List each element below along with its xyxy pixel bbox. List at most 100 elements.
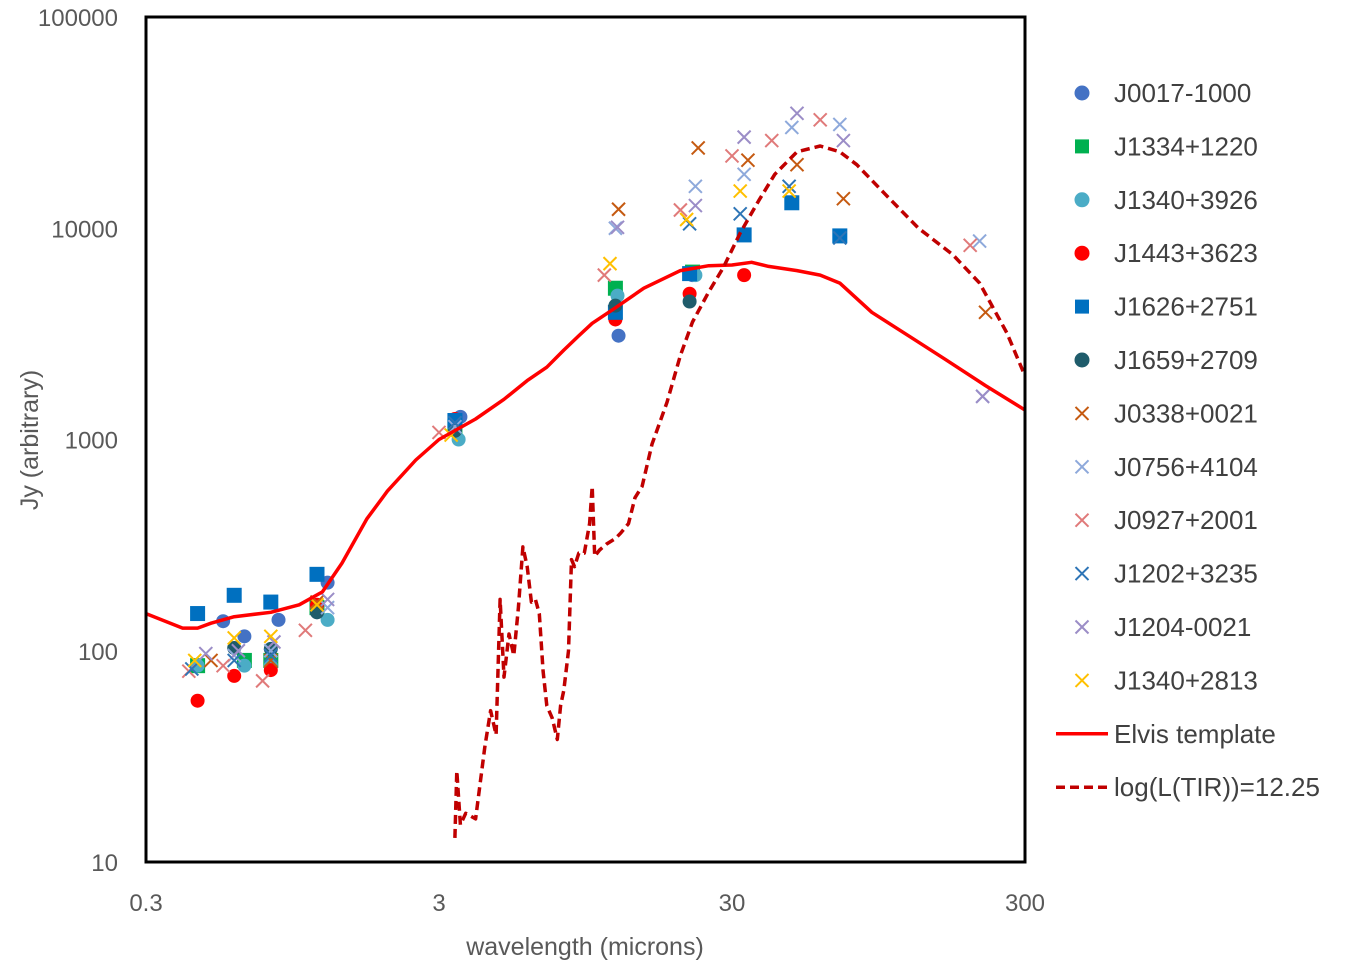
data-point [690,140,706,156]
legend-marker [1074,245,1090,261]
legend-marker [1074,192,1090,208]
data-point [611,328,626,343]
y-tick-label: 100000 [38,5,118,32]
legend-marker [1074,352,1090,368]
data-point [832,228,848,244]
data-point [215,658,231,673]
legend-item: J1204-0021 [1074,612,1251,642]
data-point [682,294,697,309]
data-point [263,629,279,644]
data-point [597,267,612,283]
data-point [789,106,805,121]
data-point [190,606,206,622]
legend: J0017-1000 J1334+1220 J1340+3926 J1443+3623… [1056,78,1320,802]
data-point [764,133,779,148]
data-point [309,597,325,613]
x-tick-label: 3 [432,890,445,917]
data-point [972,233,987,249]
data-point [187,653,202,668]
data-point [962,238,978,253]
legend-label: J1443+3623 [1114,238,1258,268]
data-point [263,594,279,610]
data-point [231,643,246,658]
data-point [975,389,990,404]
legend-item: J1202+3235 [1074,559,1258,589]
legend-marker [1075,299,1089,314]
axis-ticks: 0.3 3 30 300 10 100 1000 10000 100000 [38,5,1045,917]
legend-item: J1334+1220 [1075,131,1258,161]
legend-item: log(L(TIR))=12.25 [1056,772,1320,802]
x-axis-title: wavelength (microns) [465,933,704,961]
data-point [226,630,242,646]
data-point [812,112,828,128]
legend-label: J1202+3235 [1114,559,1258,589]
data-point [226,653,242,668]
legend-marker [1074,406,1090,421]
data-point [781,183,797,199]
data-point [610,220,625,235]
data-point [237,658,252,673]
data-point [736,227,752,243]
data-point [255,673,270,689]
legend-marker [1074,85,1090,101]
data-point [227,668,242,683]
data-point [602,256,618,271]
legend-label: Elvis template [1114,719,1276,749]
series-line-log-l-tir-12-25 [453,144,1025,838]
legend-item: J1659+2709 [1074,345,1258,375]
data-point [740,152,756,168]
legend-label: J1340+2813 [1114,665,1258,695]
legend-label: J1659+2709 [1114,345,1258,375]
data-point [832,117,848,132]
legend-marker [1075,139,1089,154]
legend-item: J0017-1000 [1074,78,1251,108]
data-point [263,663,278,678]
data-point [733,206,748,222]
legend-item: J0338+0021 [1074,398,1258,428]
legend-label: J0017-1000 [1114,78,1251,108]
data-point [203,653,219,668]
legend-label: J1626+2751 [1114,292,1258,322]
data-point [226,587,242,603]
data-point [190,693,205,708]
legend-item: J0756+4104 [1074,452,1258,482]
data-point [789,157,805,172]
legend-marker [1074,459,1090,475]
legend-marker [1074,673,1090,688]
legend-label: J0927+2001 [1114,505,1258,535]
series-line-elvis-template [146,260,1025,630]
data-point [298,623,313,638]
data-point [237,629,252,644]
data-point [184,661,200,677]
data-point [611,202,626,217]
legend-marker [1074,619,1090,635]
y-tick-label: 10000 [51,216,118,243]
data-point [271,612,286,627]
data-point [832,230,848,246]
legend-item: J1626+2751 [1075,292,1258,322]
data-point [724,148,740,164]
data-point [688,198,703,213]
x-tick-label: 300 [1005,890,1045,917]
data-point [781,179,797,194]
x-tick-label: 30 [719,890,746,917]
legend-item: J1340+2813 [1074,665,1258,695]
legend-item: Elvis template [1056,719,1276,749]
x-tick-label: 0.3 [129,890,162,917]
plot-area-frame [144,15,1027,864]
series-j1204-0021 [198,106,990,661]
data-point [320,592,335,607]
legend-item: J1340+3926 [1074,185,1258,215]
data-point [736,167,752,182]
y-tick-label: 10 [91,850,118,877]
data-point [688,179,703,194]
data-point [737,268,752,283]
data-point [978,305,993,320]
legend-label: J1334+1220 [1114,131,1258,161]
legend-marker [1074,566,1090,581]
y-tick-label: 1000 [65,428,118,455]
data-point [836,133,851,148]
data-point [736,129,752,145]
